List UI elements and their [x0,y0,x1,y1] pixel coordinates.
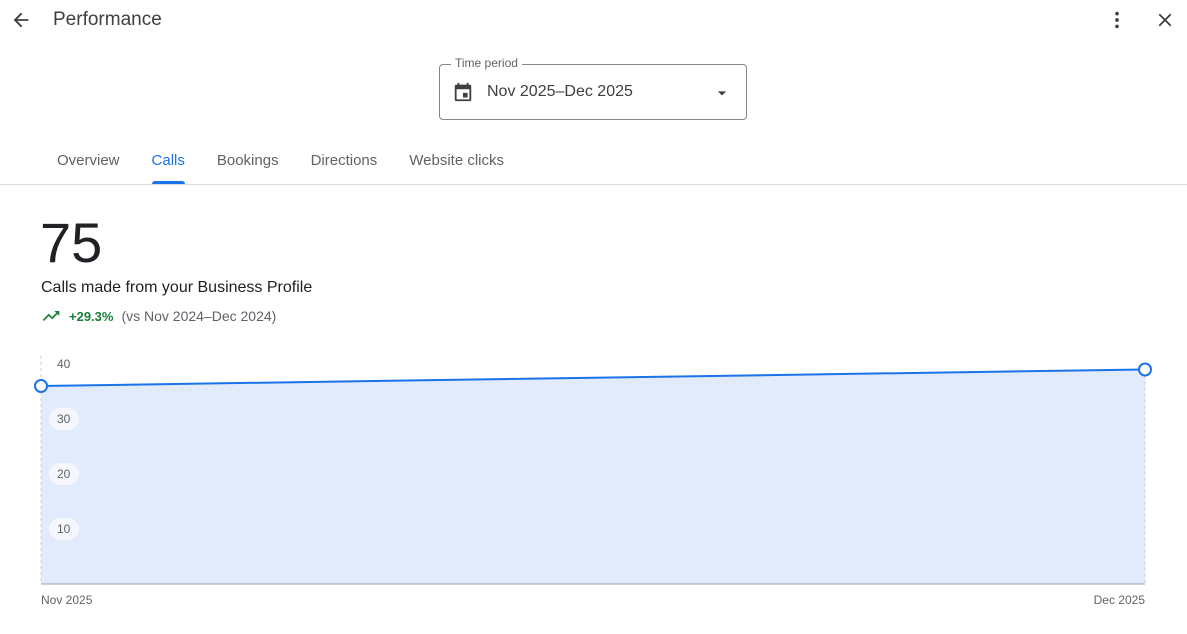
y-tick-bg [49,408,79,430]
time-period-label: Time period [451,56,522,70]
divider [0,184,1187,185]
arrow-back-icon [13,12,29,28]
close-icon [1158,13,1172,27]
change-percent: +29.3% [69,308,114,324]
tab-directions[interactable]: Directions [310,152,378,169]
data-point [1138,362,1152,377]
y-tick-bg [49,518,79,540]
time-period-value: Nov 2025–Dec 2025 [487,83,633,100]
close-button[interactable] [1151,6,1179,34]
tab-overview[interactable]: Overview [57,152,120,169]
calendar-icon [454,82,472,102]
y-tick-label: 30 [57,412,71,426]
tab-bookings[interactable]: Bookings [216,152,279,169]
time-period-select[interactable]: Time period Nov 2025–Dec 2025 [439,56,747,120]
tab-calls[interactable]: Calls [136,140,201,184]
data-point [34,379,48,393]
trending-up-icon [42,311,60,321]
back-button[interactable] [7,6,35,34]
more-vert-icon [1115,11,1119,29]
x-tick-label: Nov 2025 [41,593,93,607]
more-options-button[interactable] [1103,6,1131,34]
y-tick-label: 10 [57,522,71,536]
area-fill [41,369,1145,584]
x-tick-label: Dec 2025 [1094,593,1146,607]
series-line [40,368,1146,387]
metric-description: Calls made from your Business Profile [41,279,313,296]
page-title: Performance [53,9,162,30]
y-tick-bg [49,463,79,485]
total-value: 75 [40,211,103,274]
chevron-down-icon [717,91,727,96]
tab-website-clicks[interactable]: Website clicks [409,152,505,169]
comparison-period: (vs Nov 2024–Dec 2024) [121,308,277,324]
change-indicator: +29.3% (vs Nov 2024–Dec 2024) [41,306,276,326]
calls-chart: 10 20 30 40 Nov 2025 Dec 2025 [34,356,1152,607]
tab-bar: Overview Calls Bookings Directions Websi… [41,140,520,184]
y-tick-label: 20 [57,467,71,481]
y-tick-label: 40 [57,357,71,371]
